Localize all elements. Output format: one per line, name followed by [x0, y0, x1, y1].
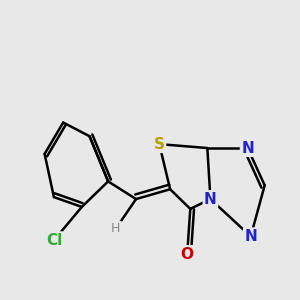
- Text: N: N: [241, 140, 254, 155]
- Text: N: N: [244, 229, 257, 244]
- Text: H: H: [111, 222, 121, 235]
- Text: O: O: [181, 247, 194, 262]
- Text: S: S: [154, 136, 165, 152]
- Text: N: N: [204, 192, 217, 207]
- Text: Cl: Cl: [46, 233, 62, 248]
